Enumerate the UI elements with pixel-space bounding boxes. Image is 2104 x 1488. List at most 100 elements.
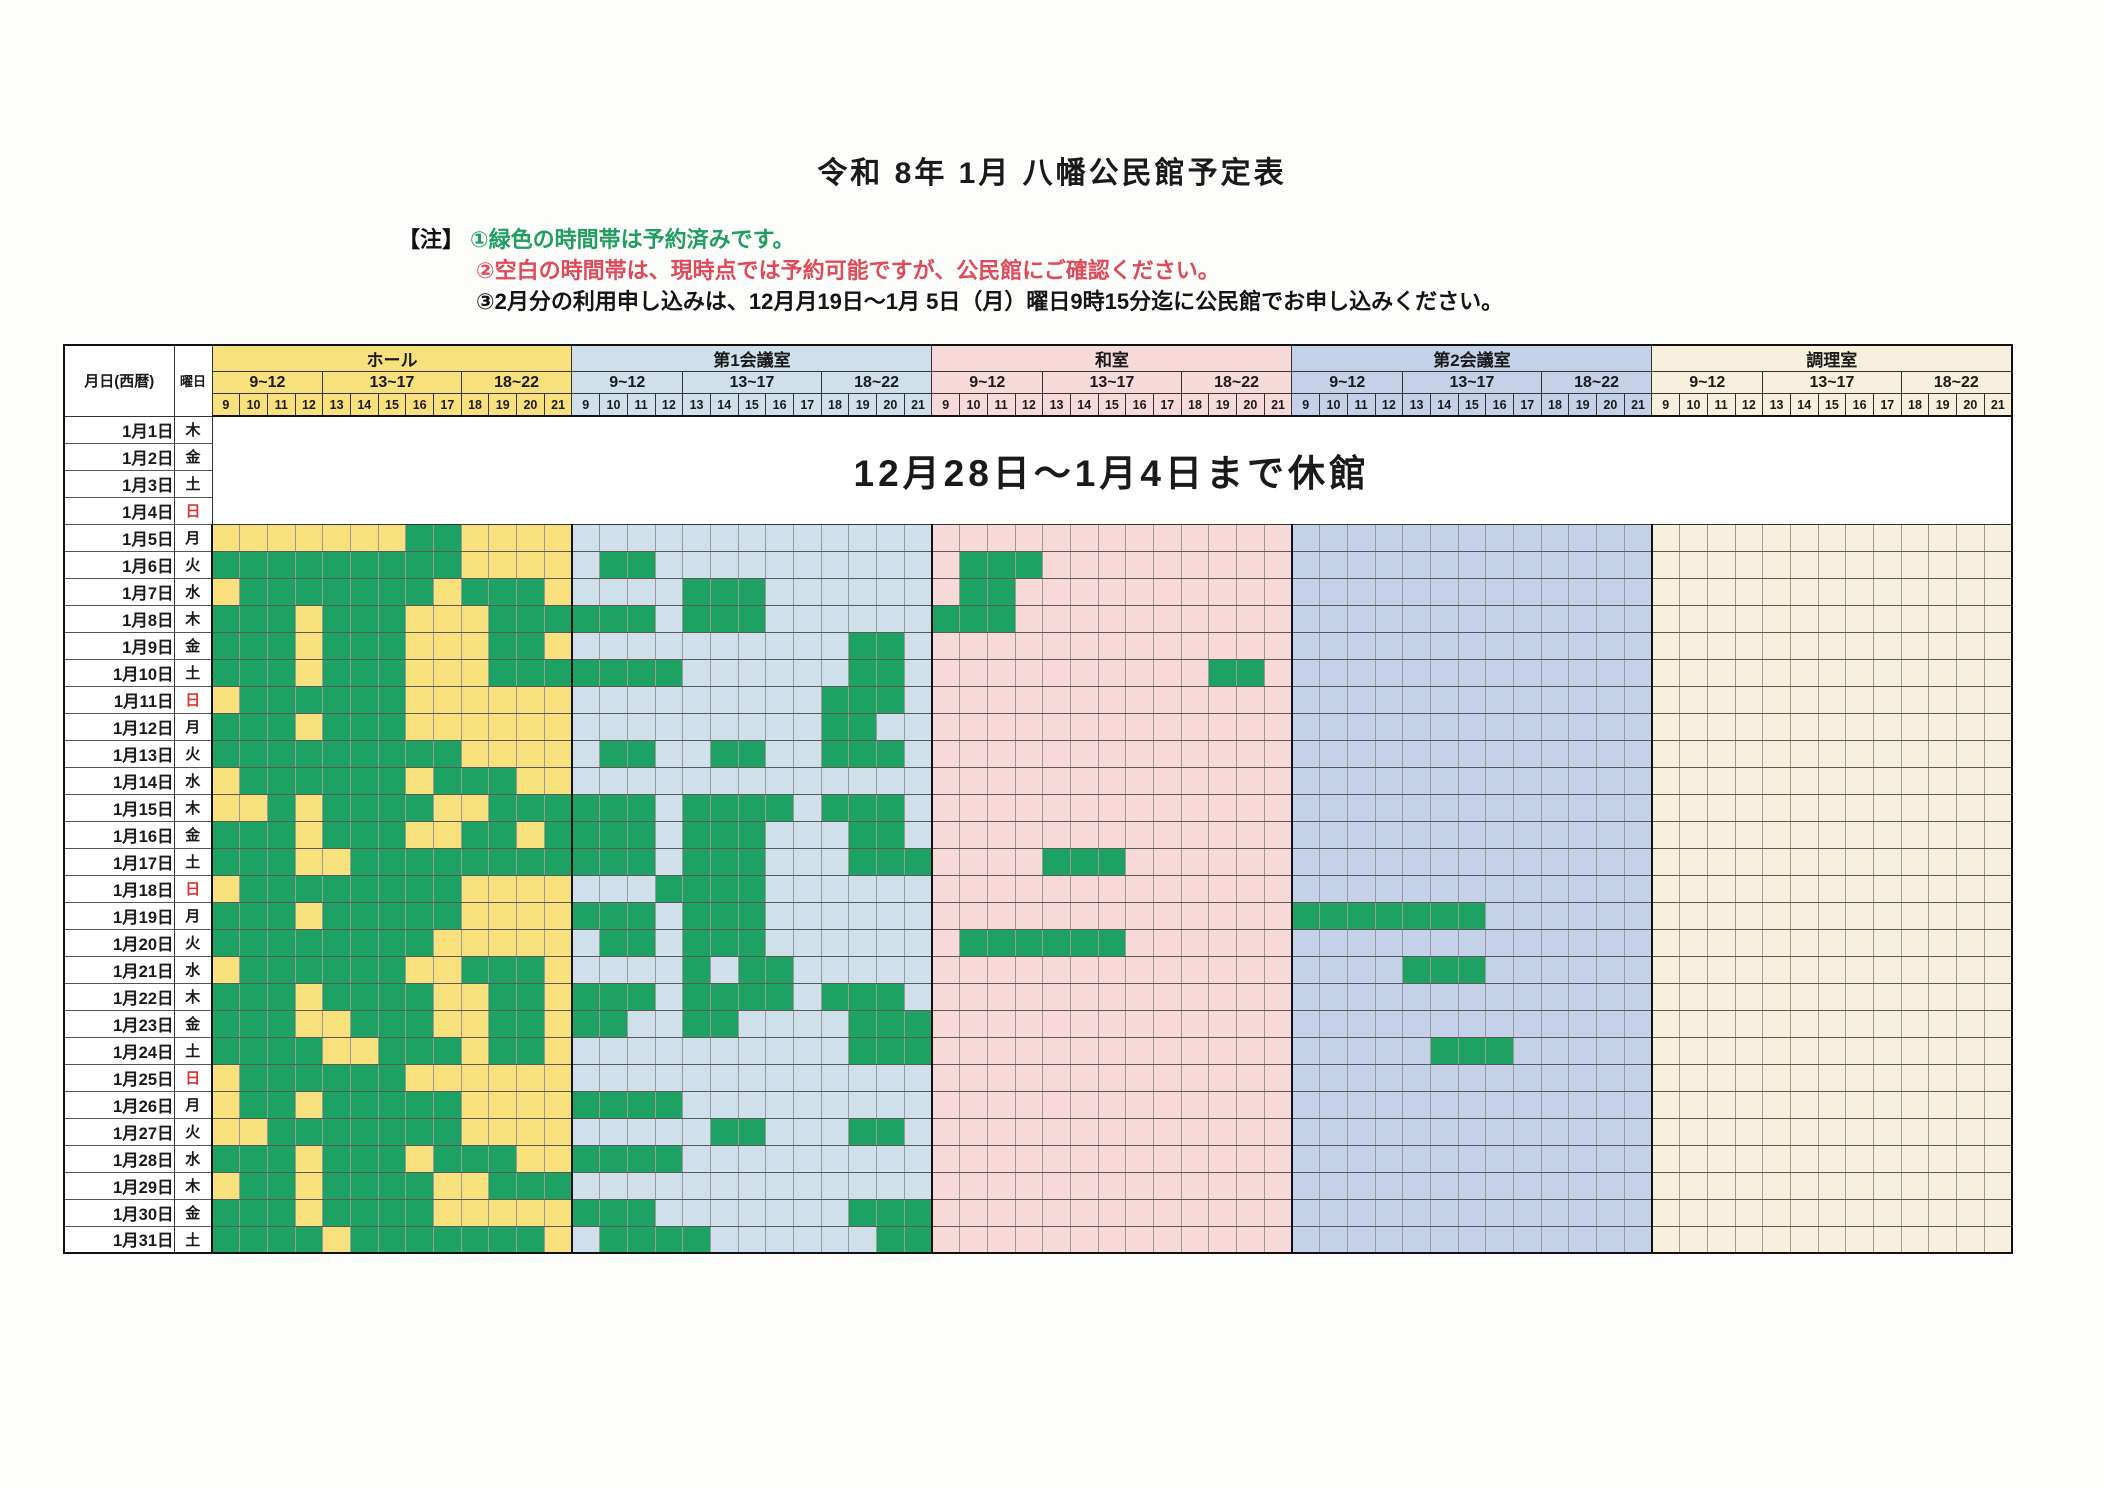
reserved-slot: [682, 847, 711, 876]
open-slot: [1596, 550, 1625, 579]
hour-header: 19: [1568, 393, 1597, 417]
open-slot: [1873, 523, 1902, 552]
reserved-slot: [350, 1117, 379, 1146]
open-slot: [1015, 1117, 1044, 1146]
open-slot: [1762, 1225, 1791, 1254]
date-cell: 1月9日: [63, 631, 175, 660]
open-slot: [1430, 577, 1459, 606]
open-slot: [1485, 604, 1514, 633]
open-slot: [1568, 1117, 1597, 1146]
open-slot: [904, 550, 933, 579]
open-slot: [1762, 523, 1791, 552]
open-slot: [1153, 1144, 1182, 1173]
open-slot: [1928, 982, 1957, 1011]
open-slot: [1650, 847, 1681, 876]
open-slot: [1650, 1198, 1681, 1227]
open-slot: [876, 1090, 905, 1119]
open-slot: [765, 1063, 794, 1092]
open-slot: [1568, 901, 1597, 930]
open-slot: [820, 1063, 850, 1092]
open-slot: [655, 685, 684, 714]
open-slot: [570, 685, 601, 714]
open-slot: [599, 577, 628, 606]
open-slot: [1735, 577, 1764, 606]
dow-cell: 水: [173, 955, 213, 984]
open-slot: [682, 523, 711, 552]
open-slot: [1650, 928, 1681, 957]
open-slot: [1153, 1225, 1182, 1254]
open-slot: [1540, 712, 1570, 741]
open-slot: [1596, 1117, 1625, 1146]
open-slot: [1070, 820, 1099, 849]
reserved-slot: [488, 820, 518, 849]
reserved-slot: [239, 1171, 268, 1200]
open-slot: [1568, 550, 1597, 579]
open-slot: [930, 982, 961, 1011]
reserved-slot: [239, 955, 268, 984]
reserved-slot: [599, 1144, 628, 1173]
open-slot: [1319, 1090, 1348, 1119]
open-slot: [1790, 631, 1819, 660]
open-slot: [1568, 523, 1597, 552]
reserved-slot: [738, 1117, 767, 1146]
reserved-slot: [267, 604, 296, 633]
open-slot: [1984, 1117, 2013, 1146]
open-slot: [765, 685, 794, 714]
open-slot: [1735, 1036, 1764, 1065]
open-slot: [1180, 982, 1210, 1011]
open-slot: [544, 550, 573, 579]
open-slot: [1596, 685, 1625, 714]
dow-cell: 金: [173, 1009, 213, 1038]
open-slot: [1375, 982, 1404, 1011]
reserved-slot: [295, 874, 324, 903]
reserved-slot: [322, 901, 351, 930]
reserved-slot: [322, 1090, 351, 1119]
reserved-slot: [544, 1171, 573, 1200]
open-slot: [1319, 1063, 1348, 1092]
open-slot: [1513, 658, 1542, 687]
open-slot: [433, 793, 462, 822]
reserved-slot: [405, 1198, 434, 1227]
open-slot: [1956, 604, 1985, 633]
open-slot: [793, 1144, 822, 1173]
open-slot: [1650, 685, 1681, 714]
open-slot: [544, 955, 573, 984]
open-slot: [570, 1171, 601, 1200]
open-slot: [627, 1036, 656, 1065]
open-slot: [1015, 523, 1044, 552]
open-slot: [876, 1063, 905, 1092]
open-slot: [820, 955, 850, 984]
open-slot: [1042, 577, 1071, 606]
open-slot: [655, 955, 684, 984]
open-slot: [1540, 685, 1570, 714]
open-slot: [570, 739, 601, 768]
open-slot: [1928, 1036, 1957, 1065]
schedule-row-7: 1月7日水: [63, 577, 2013, 606]
open-slot: [1264, 1090, 1293, 1119]
open-slot: [1900, 1171, 1930, 1200]
open-slot: [1347, 1171, 1376, 1200]
schedule-row-29: 1月29日木: [63, 1171, 2013, 1200]
open-slot: [793, 550, 822, 579]
open-slot: [1650, 739, 1681, 768]
reserved-slot: [876, 631, 905, 660]
open-slot: [1707, 1144, 1736, 1173]
open-slot: [1873, 766, 1902, 795]
reserved-slot: [820, 982, 850, 1011]
reserved-slot: [211, 631, 241, 660]
open-slot: [1928, 1117, 1957, 1146]
open-slot: [1707, 793, 1736, 822]
open-slot: [1458, 982, 1487, 1011]
open-slot: [1679, 820, 1708, 849]
date-cell: 1月19日: [63, 901, 175, 930]
open-slot: [710, 1036, 739, 1065]
open-slot: [1290, 1225, 1321, 1254]
open-slot: [1208, 712, 1237, 741]
reserved-slot: [544, 793, 573, 822]
reserved-slot: [570, 1090, 601, 1119]
open-slot: [1650, 1225, 1681, 1254]
open-slot: [765, 631, 794, 660]
open-slot: [876, 874, 905, 903]
reserved-slot: [516, 847, 545, 876]
open-slot: [1236, 631, 1265, 660]
